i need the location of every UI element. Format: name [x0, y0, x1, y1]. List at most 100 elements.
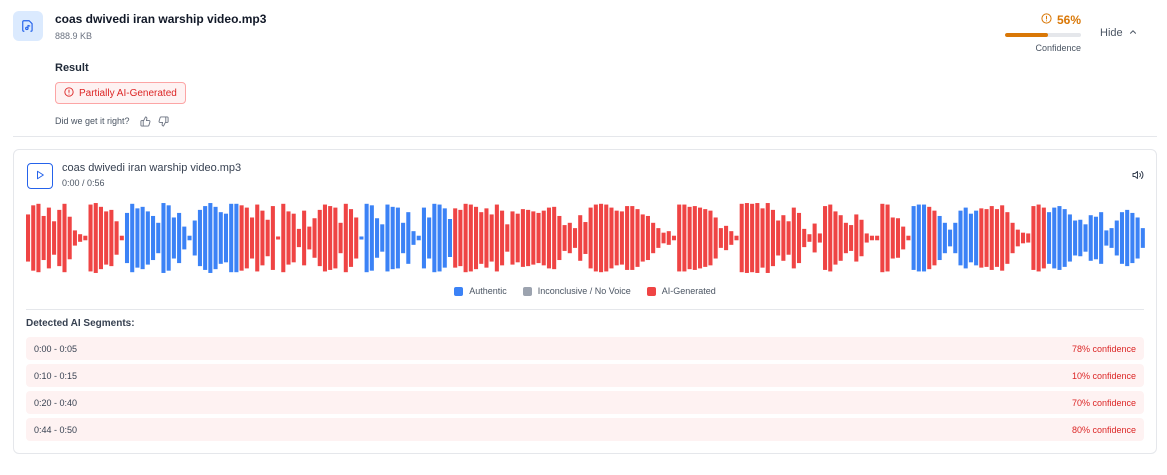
waveform-bar [260, 210, 265, 266]
thumbs-down-icon[interactable] [158, 115, 169, 127]
waveform-bar [1130, 212, 1135, 264]
waveform-bar [307, 226, 312, 250]
waveform-bar [1020, 232, 1026, 244]
waveform-bar [255, 204, 260, 272]
waveform-bar [911, 206, 916, 270]
file-size: 888.9 KB [55, 31, 93, 41]
confidence-bar-fill [1005, 33, 1048, 37]
waveform-bar [197, 209, 202, 267]
waveform-bar [26, 214, 31, 262]
confidence-label: Confidence [1035, 43, 1081, 53]
waveform-bar [1052, 207, 1057, 269]
waveform-bar [359, 236, 364, 240]
waveform-bar [786, 221, 791, 255]
waveform-bar [619, 211, 624, 265]
waveform-bar [474, 206, 479, 270]
waveform-bar [83, 235, 88, 241]
result-label: Result [55, 62, 89, 74]
waveform-bar [1041, 207, 1046, 269]
waveform-bar [208, 203, 213, 273]
waveform-bar [453, 208, 458, 268]
waveform-bar [484, 208, 489, 268]
waveform-bar [291, 213, 296, 263]
waveform-bar [744, 203, 749, 273]
waveform-bar [625, 206, 630, 270]
waveform-bar [666, 231, 671, 245]
waveform-bar [46, 207, 51, 269]
waveform-bar [984, 209, 989, 267]
player-time: 0:00 / 0:56 [62, 178, 105, 188]
waveform-bar [781, 215, 786, 261]
waveform-bar [1088, 215, 1093, 261]
waveform-bar [979, 208, 984, 268]
waveform-bar [906, 235, 911, 241]
segment-row[interactable]: 0:10 - 0:15 10% confidence [26, 364, 1144, 387]
waveform-bar [562, 225, 567, 251]
waveform-bar [812, 223, 817, 253]
waveform-bar [427, 217, 432, 259]
waveform-bar [479, 212, 484, 264]
waveform-bar [369, 205, 374, 271]
waveform-bar [182, 226, 187, 250]
waveform-bar [531, 211, 536, 265]
waveform-bar [885, 204, 890, 272]
confidence-meter: 56% Confidence [1003, 12, 1081, 53]
waveform-bar [124, 212, 130, 264]
waveform-bar [718, 228, 723, 248]
waveform-bar [322, 204, 327, 272]
waveform-bar [458, 209, 463, 267]
waveform-bar [62, 203, 67, 273]
waveform-bar [593, 204, 598, 272]
waveform-bar [354, 217, 359, 259]
waveform-bar [572, 228, 578, 248]
waveform-bar [692, 206, 697, 270]
verdict-badge: Partially AI-Generated [55, 82, 186, 104]
waveform-bar [489, 214, 494, 262]
legend-label: Authentic [469, 286, 507, 296]
waveform-bar [52, 221, 57, 255]
waveform-bar [536, 212, 541, 264]
waveform-bar [776, 220, 781, 256]
waveform-bar [520, 209, 525, 267]
waveform-bar [98, 206, 103, 270]
waveform-bar [708, 210, 713, 266]
waveform-bar [1104, 230, 1109, 246]
waveform-bar [223, 213, 229, 263]
waveform-bar [380, 224, 385, 252]
waveform[interactable] [26, 200, 1146, 276]
waveform-bar [1114, 220, 1119, 256]
waveform-bar [67, 216, 72, 260]
waveform-bar [823, 206, 828, 270]
waveform-bar [130, 203, 135, 273]
card-divider [26, 309, 1144, 310]
waveform-bar [864, 233, 869, 243]
waveform-bar [859, 219, 864, 257]
waveform-bar [500, 210, 505, 266]
waveform-bar [88, 204, 93, 272]
waveform-bar [588, 207, 593, 269]
waveform-bar [187, 235, 192, 241]
waveform-bar [276, 236, 281, 240]
waveform-bar [244, 207, 249, 269]
segment-row[interactable]: 0:44 - 0:50 80% confidence [26, 418, 1144, 441]
waveform-bar [974, 210, 979, 266]
waveform-bar [192, 220, 197, 256]
waveform-bar [177, 212, 182, 264]
waveform-bar [437, 204, 442, 272]
waveform-bar [218, 212, 223, 264]
waveform-bar [942, 222, 947, 254]
waveform-bar [213, 206, 218, 270]
thumbs-up-icon[interactable] [140, 115, 151, 127]
volume-button[interactable] [1131, 170, 1145, 184]
play-button[interactable] [27, 163, 53, 189]
waveform-bar [932, 210, 937, 266]
waveform-bar [432, 203, 437, 273]
hide-button[interactable]: Hide [1100, 25, 1138, 41]
segment-confidence: 78% confidence [1071, 343, 1136, 354]
waveform-bar [927, 206, 932, 270]
waveform-bar [1057, 206, 1062, 270]
segment-row[interactable]: 0:20 - 0:40 70% confidence [26, 391, 1144, 414]
segment-row[interactable]: 0:00 - 0:05 78% confidence [26, 337, 1144, 360]
waveform-bar [661, 232, 666, 244]
waveform-bar [656, 228, 661, 248]
